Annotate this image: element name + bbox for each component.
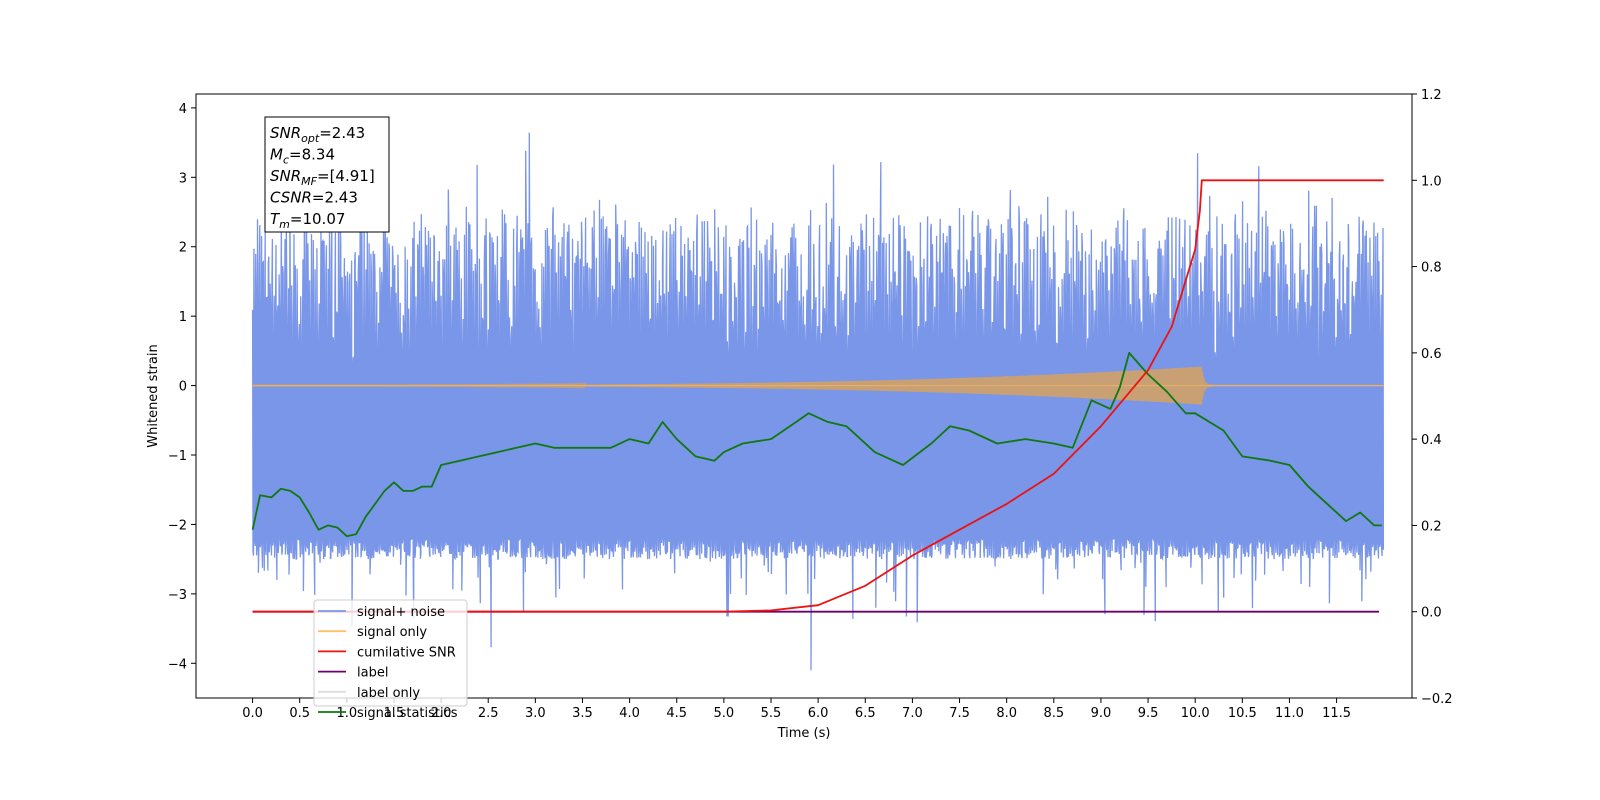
x-tick-label: 8.5 [1043,706,1064,721]
y-right-tick-label: 0.6 [1421,347,1442,362]
x-tick-label: 3.0 [525,706,546,721]
series-signal-noise [251,132,1385,671]
x-tick-label: 1.0 [336,706,357,721]
annotation-subscript: MF [301,175,317,188]
y-left-tick-label: −3 [168,588,187,603]
y-left-tick-label: 1 [179,310,187,325]
x-tick-label: 1.5 [384,706,405,721]
x-tick-label: 4.0 [619,706,640,721]
y-left-tick-label: −4 [168,657,187,672]
annotation-value: =2.43 [312,189,358,207]
series-cumulative-snr [252,179,1384,613]
annotation-subscript: m [279,218,290,231]
annotation-symbol: SNR [270,124,301,142]
annotation-symbol: CSNR [270,189,312,207]
x-tick-label: 10.0 [1181,706,1210,721]
y-left-tick-label: 4 [179,102,187,117]
y-right-tick-label: 1.0 [1421,174,1442,189]
x-tick-label: 11.0 [1275,706,1304,721]
y-right-tick-label: 0.2 [1421,519,1442,534]
y-left-tick-label: −2 [168,518,187,533]
legend-entry: label [357,666,388,681]
annotation-line: CSNR=2.43 [270,189,358,207]
x-tick-label: 10.5 [1228,706,1257,721]
legend-entry: signal+ noise [357,605,445,620]
x-tick-label: 5.5 [761,706,782,721]
x-axis-label: Time (s) [777,726,831,741]
y-left-tick-label: 3 [179,171,187,186]
x-tick-label: 2.0 [431,706,452,721]
annotation-subscript: opt [301,132,320,145]
x-tick-label: 7.0 [902,706,923,721]
x-tick-label: 7.5 [949,706,970,721]
annotation-line: Mc=8.34 [270,146,335,167]
y-axis-label: Whitened strain [146,344,161,447]
annotation-value: =10.07 [290,210,346,228]
annotation-value: =[4.91] [317,167,375,185]
legend-entry: signal statistics [357,706,458,721]
x-tick-label: 0.0 [242,706,263,721]
legend-entry: signal only [357,625,427,640]
x-tick-label: 4.5 [666,706,687,721]
x-tick-label: 11.5 [1322,706,1351,721]
y-left-tick-label: 2 [179,241,187,256]
annotation-box: SNRopt=2.43Mc=8.34SNRMF=[4.91]CSNR=2.43T… [264,116,390,233]
annotation-line: Tm=10.07 [270,210,345,231]
legend-frame [313,599,468,707]
annotation-value: =8.34 [289,146,335,164]
annotation-subscript: c [283,154,289,167]
legend-entry: cumilative SNR [357,645,456,660]
annotation-frame [264,116,390,233]
x-tick-label: 9.5 [1138,706,1159,721]
y-right-tick-label: 0.8 [1421,261,1442,276]
x-tick-label: 2.5 [478,706,499,721]
legend: signal+ noise signal only cumilative SNR la… [313,599,468,721]
x-tick-label: 3.5 [572,706,593,721]
axes-frame [195,93,1413,699]
x-tick-label: 5.0 [714,706,735,721]
y-right-tick-label: 0.0 [1421,606,1442,621]
x-tick-label: 6.5 [855,706,876,721]
series-signal-statistics [251,352,1382,538]
y-right-tick-label: −0.2 [1421,692,1453,707]
x-tick-label: 6.0 [808,706,829,721]
annotation-line: SNRMF=[4.91] [270,167,375,188]
annotation-symbol: T [270,210,281,228]
x-tick-label: 8.0 [996,706,1017,721]
plot-border [195,93,1413,699]
annotation-symbol: SNR [270,167,301,185]
y-left-tick-label: −1 [168,449,187,464]
legend-entry: label only [357,686,420,701]
y-right-tick-label: 1.2 [1421,88,1442,103]
annotation-line: SNRopt=2.43 [270,124,365,145]
x-tick-label: 9.0 [1091,706,1112,721]
annotation-value: =2.43 [319,124,365,142]
y-left-tick-label: 0 [179,380,187,395]
annotation-symbol: M [270,146,283,164]
y-right-tick-label: 0.4 [1421,433,1442,448]
axis-ticks: 0.0 0.5 1.0 1.5 2.0 2.5 3.0 3.5 4.0 4.5 5.0 5.5 6.0 6… [168,88,1453,721]
x-tick-label: 0.5 [289,706,310,721]
